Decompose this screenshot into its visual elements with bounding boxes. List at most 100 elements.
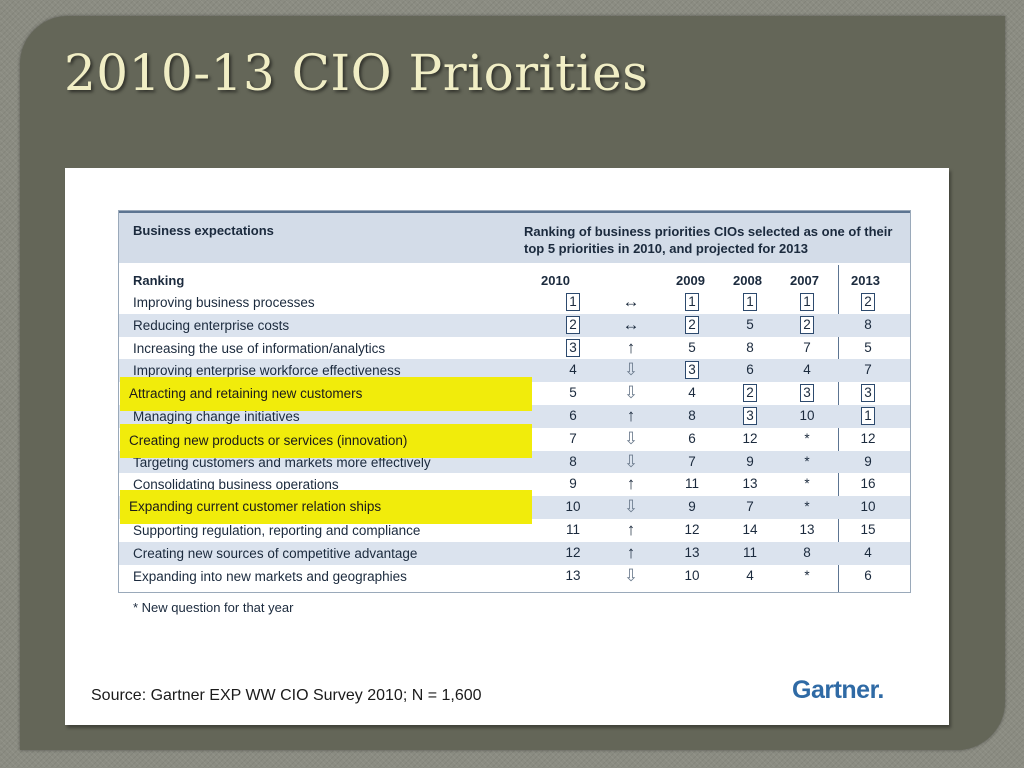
arrow-down-outline-icon: ⇩ [623, 565, 639, 585]
cell-2009: 9 [688, 499, 696, 515]
cell-2013: 8 [864, 316, 872, 332]
cell-2013: 15 [860, 521, 876, 537]
arrow-down-outline-icon: ⇩ [623, 383, 639, 403]
cell-2007: 8 [803, 544, 811, 560]
col-2010: 2010 [541, 273, 570, 288]
column-headers: Ranking 2010 2009 2008 2007 2013 [119, 273, 910, 291]
cell-2008: 13 [742, 476, 758, 492]
cell-2008: 6 [746, 362, 754, 378]
col-2013: 2013 [851, 273, 880, 288]
cell-2007: * [804, 430, 810, 446]
cell-2009: 2 [685, 315, 699, 334]
cell-2008: 8 [746, 339, 754, 355]
cell-2009: 8 [688, 407, 696, 423]
cell-2008: 9 [746, 453, 754, 469]
arrow-up-icon: ↑ [626, 519, 636, 539]
header-business-expectations: Business expectations [133, 223, 274, 238]
col-2008: 2008 [733, 273, 762, 288]
cell-2007: * [804, 567, 810, 583]
cell-2008: 4 [746, 567, 754, 583]
cell-2010: 5 [569, 385, 577, 401]
row-label: Improving business processes [133, 295, 315, 310]
source-citation: Source: Gartner EXP WW CIO Survey 2010; … [91, 687, 482, 704]
table-row: Supporting regulation, reporting and com… [119, 519, 910, 542]
cell-2007: * [804, 476, 810, 492]
cell-2009: 5 [688, 339, 696, 355]
cell-2013: 6 [864, 567, 872, 583]
cell-2010: 8 [569, 453, 577, 469]
cell-2007: 10 [799, 407, 815, 423]
row-label: Reducing enterprise costs [133, 317, 290, 333]
cell-2007: 13 [799, 521, 815, 537]
cell-2007: 7 [803, 339, 811, 355]
cell-2010: 6 [569, 407, 577, 423]
table-row: Consolidating business operations 9 11 13 * 1… [119, 473, 910, 496]
highlight-innovation: Creating new products or services (innov… [120, 424, 532, 458]
cell-2010: 11 [565, 521, 580, 537]
cell-2009: 4 [688, 385, 696, 401]
cell-2007: 1 [800, 293, 814, 311]
cell-2009: 1 [685, 293, 699, 311]
gartner-logo: Gartner. [792, 676, 884, 704]
row-label: Targeting customers and markets more eff… [133, 454, 431, 470]
row-label: Creating new sources of competitive adva… [133, 545, 418, 561]
arrow-up-icon: ↑ [626, 474, 636, 494]
arrow-up-icon: ↑ [626, 542, 636, 562]
cell-2008: 2 [743, 384, 757, 403]
cell-2008: 11 [742, 544, 757, 560]
arrow-down-outline-icon: ⇩ [623, 360, 639, 380]
priorities-table: Business expectations Ranking of busines… [118, 210, 911, 593]
cell-2010: 2 [566, 315, 580, 334]
row-label: Expanding into new markets and geographi… [133, 568, 407, 584]
col-2007: 2007 [790, 273, 819, 288]
arrow-down-outline-icon: ⇩ [623, 497, 639, 517]
cell-2007: 2 [800, 315, 814, 334]
cell-2009: 13 [684, 544, 700, 560]
cell-2007: 4 [803, 362, 811, 378]
cell-2013: 12 [860, 430, 876, 446]
row-label: Consolidating business operations [133, 477, 339, 493]
cell-2013: 7 [864, 362, 872, 378]
cell-2008: 1 [743, 293, 757, 311]
cell-2008: 3 [743, 406, 757, 425]
cell-2008: 14 [742, 521, 758, 537]
row-label: Increasing the use of information/analyt… [133, 340, 386, 356]
cell-2013: 2 [861, 293, 875, 311]
col-2009: 2009 [676, 273, 705, 288]
cell-2007: * [804, 453, 810, 469]
cell-2013: 4 [864, 544, 872, 560]
arrow-up-icon: ↑ [626, 337, 636, 357]
table-row: Improving enterprise workforce effective… [119, 359, 910, 383]
arrow-up-icon: ↑ [626, 405, 636, 425]
table-row: Expanding into new markets and geographi… [119, 565, 910, 588]
cell-2007: 3 [800, 384, 814, 403]
cell-2007: * [804, 499, 810, 515]
column-divider [838, 265, 839, 592]
cell-2013: 10 [860, 499, 876, 515]
cell-2013: 16 [860, 476, 876, 492]
arrow-left-right-icon: ↔ [622, 314, 640, 334]
row-label: Managing change initiatives [133, 408, 300, 424]
cell-2009: 12 [684, 521, 700, 537]
arrow-down-outline-icon: ⇩ [623, 451, 639, 471]
cell-2010: 7 [569, 430, 577, 446]
cell-2008: 5 [746, 316, 754, 332]
footnote: * New question for that year [133, 600, 294, 615]
cell-2008: 12 [742, 430, 758, 446]
col-ranking: Ranking [133, 273, 185, 288]
cell-2010: 3 [566, 338, 580, 357]
cell-2010: 9 [569, 476, 577, 492]
cell-2009: 10 [684, 567, 700, 583]
cell-2010: 1 [566, 293, 580, 311]
highlight-attracting-customers: Attracting and retaining new customers [120, 377, 532, 411]
row-label: Improving enterprise workforce effective… [133, 363, 401, 379]
cell-2009: 3 [685, 361, 699, 380]
arrow-down-outline-icon: ⇩ [623, 428, 639, 448]
cell-2013: 5 [864, 339, 872, 355]
highlight-expanding-relationships: Expanding current customer relation ship… [120, 490, 532, 524]
cell-2010: 12 [565, 544, 581, 560]
arrow-left-right-icon: ↔ [622, 292, 640, 311]
table-header: Business expectations Ranking of busines… [119, 211, 910, 263]
row-label: Supporting regulation, reporting and com… [133, 522, 421, 538]
cell-2013: 1 [861, 406, 875, 425]
